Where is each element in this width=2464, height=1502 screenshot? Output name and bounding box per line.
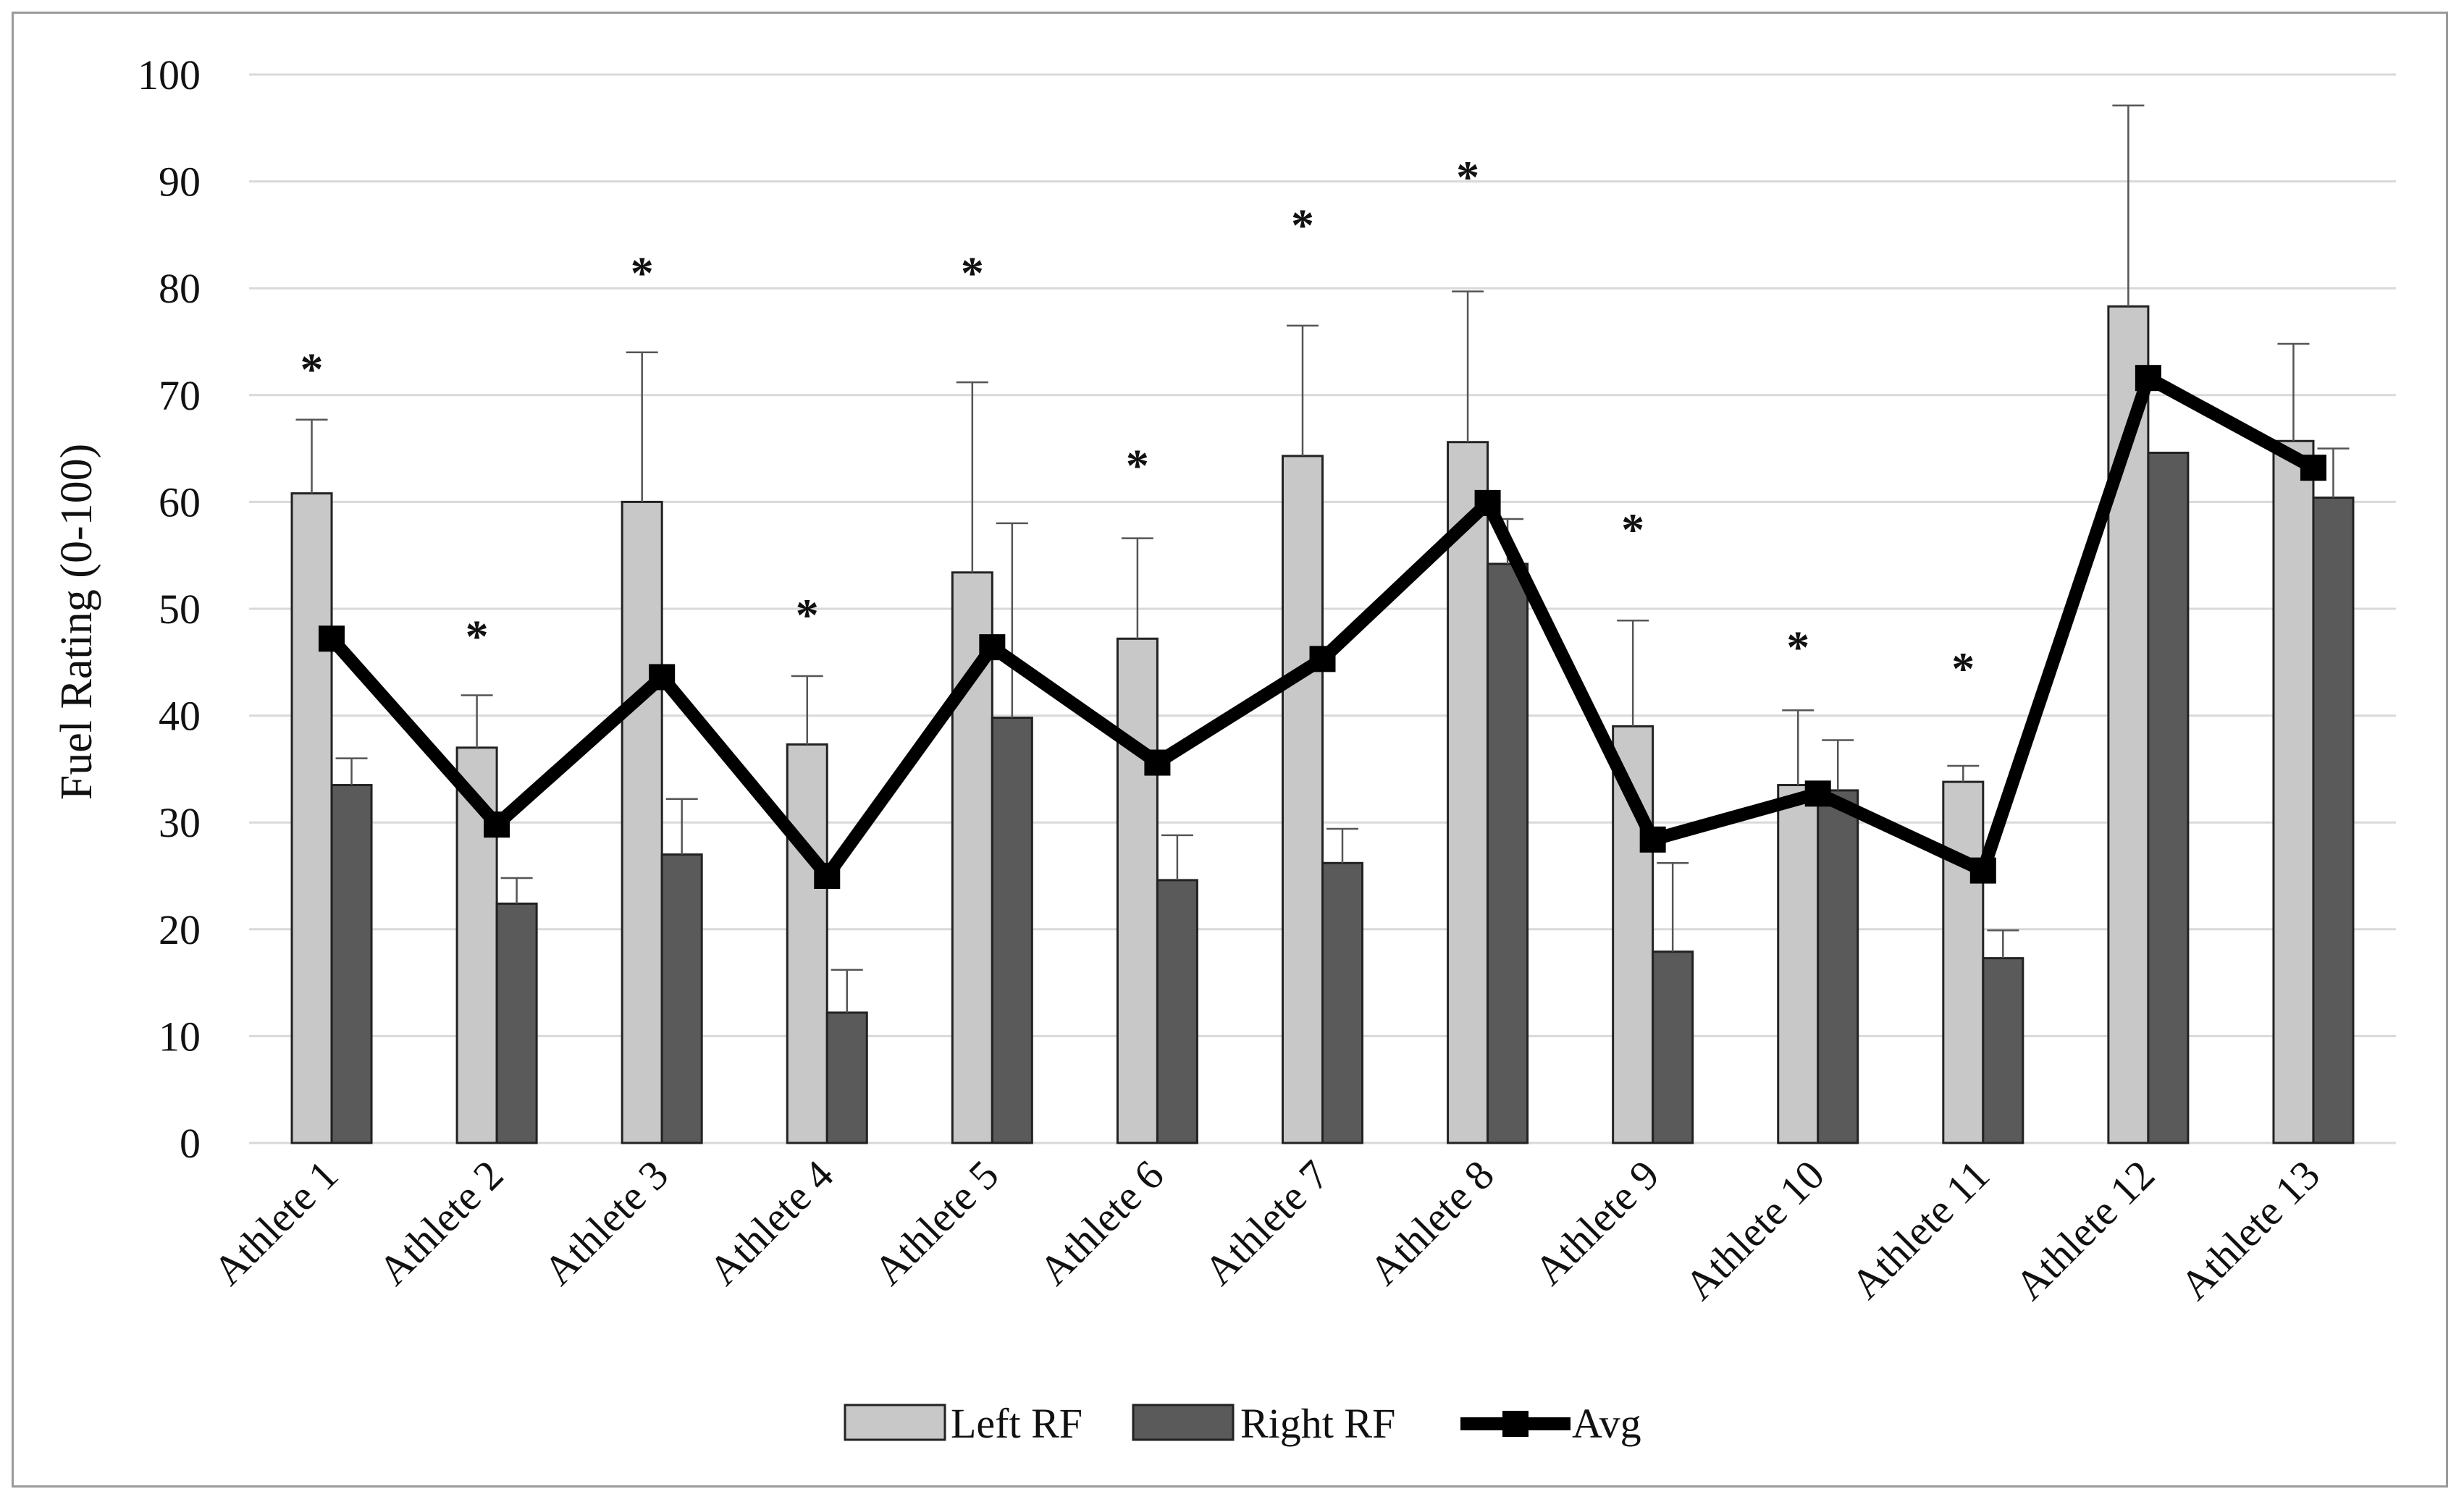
- chart-svg: * * * * * * * * * * * 0 10 20 30 40 50 60 70 80 90 100 Athle…: [52, 51, 2396, 1447]
- avg-point: [2300, 455, 2326, 481]
- avg-point: [319, 625, 345, 652]
- right-rf-bar: [1652, 950, 1694, 1144]
- left-rf-bar: [1116, 637, 1159, 1144]
- right-rf-bar: [825, 1011, 868, 1144]
- legend-item-right-rf: Right RF: [1132, 1400, 1395, 1447]
- avg-point: [1309, 646, 1336, 672]
- y-axis-title: Fuel Rating (0-100): [52, 444, 101, 801]
- legend-item-left-rf: Left RF: [844, 1400, 1082, 1447]
- right-rf-bar: [1156, 879, 1198, 1144]
- significance-star: *: [1126, 439, 1149, 491]
- legend-marker-avg: [1502, 1411, 1529, 1437]
- avg-line: [319, 365, 2326, 889]
- y-tick-label: 100: [138, 51, 201, 98]
- significance-star: *: [1621, 504, 1644, 555]
- x-tick-label: Athlete 3: [534, 1151, 677, 1294]
- y-tick-label: 90: [159, 159, 201, 206]
- left-rf-bar: [1447, 441, 1489, 1144]
- x-tick-label: Athlete 9: [1525, 1151, 1668, 1294]
- x-tick-label: Athlete 4: [699, 1151, 842, 1294]
- x-tick-label: Athlete 6: [1030, 1151, 1172, 1294]
- right-rf-bar: [991, 717, 1033, 1144]
- right-rf-bar: [1487, 562, 1529, 1144]
- avg-point: [979, 634, 1006, 661]
- legend-item-avg: Avg: [1460, 1400, 1641, 1447]
- significance-star: *: [466, 611, 489, 662]
- left-rf-bar: [786, 743, 828, 1144]
- avg-point: [1474, 489, 1501, 516]
- avg-point: [1144, 749, 1171, 776]
- x-tick-label: Athlete 12: [2006, 1151, 2164, 1309]
- left-rf-bar: [290, 492, 333, 1144]
- right-rf-bar: [1321, 861, 1363, 1144]
- y-tick-label: 70: [159, 372, 201, 419]
- x-tick-labels: Athlete 1 Athlete 2 Athlete 3 Athlete 4 Athl…: [204, 1151, 2329, 1309]
- x-tick-label: Athlete 1: [204, 1151, 347, 1294]
- right-rf-bar: [1982, 957, 2024, 1144]
- right-rf-bar: [2147, 452, 2190, 1144]
- y-tick-label: 50: [159, 586, 201, 633]
- legend-label-avg: Avg: [1572, 1400, 1641, 1447]
- legend-label-right-rf: Right RF: [1240, 1400, 1395, 1447]
- left-rf-bar: [1282, 455, 1324, 1144]
- avg-point: [1969, 857, 1996, 884]
- significance-star: *: [1456, 151, 1479, 203]
- left-rf-bar: [621, 500, 663, 1144]
- y-tick-label: 60: [159, 478, 201, 526]
- significance-star: *: [796, 589, 819, 641]
- x-tick-label: Athlete 13: [2171, 1151, 2329, 1309]
- avg-point: [1639, 826, 1666, 853]
- x-tick-label: Athlete 10: [1675, 1151, 1833, 1309]
- x-tick-label: Athlete 2: [369, 1151, 512, 1294]
- significance-star: *: [961, 248, 984, 299]
- legend-swatch-left-rf: [844, 1404, 946, 1441]
- chart-frame: * * * * * * * * * * * 0 10 20 30 40 50 60 70 80 90 100 Athle…: [12, 12, 2448, 1488]
- legend-label-left-rf: Left RF: [951, 1400, 1082, 1447]
- y-tick-label: 0: [180, 1120, 201, 1167]
- right-rf-bar: [660, 853, 703, 1144]
- y-tick-label: 20: [159, 906, 201, 953]
- legend: Left RF Right RF Avg: [844, 1400, 1641, 1447]
- right-rf-bar: [2312, 496, 2355, 1144]
- left-rf-bar: [2272, 439, 2315, 1144]
- y-tick-label: 40: [159, 693, 201, 740]
- y-tick-label: 80: [159, 265, 201, 312]
- right-rf-bar: [495, 902, 538, 1144]
- significance-star: *: [1291, 199, 1314, 250]
- x-tick-label: Athlete 7: [1195, 1151, 1337, 1294]
- error-bars: [295, 104, 2350, 1013]
- avg-point: [484, 811, 510, 838]
- avg-point: [649, 664, 676, 691]
- significance-star: *: [1951, 643, 1975, 694]
- significance-star: *: [300, 344, 324, 395]
- significance-star: *: [631, 248, 654, 299]
- left-rf-bar: [1942, 780, 1985, 1144]
- avg-point: [2135, 365, 2161, 392]
- significance-markers: * * * * * * * * * * *: [300, 151, 1975, 694]
- y-tick-label: 30: [159, 799, 201, 846]
- y-tick-labels: 0 10 20 30 40 50 60 70 80 90 100: [138, 51, 201, 1167]
- right-rf-bar: [1817, 789, 1859, 1144]
- left-rf-bar: [1777, 784, 1820, 1144]
- y-tick-label: 10: [159, 1013, 201, 1060]
- x-tick-label: Athlete 8: [1360, 1151, 1502, 1294]
- avg-point: [814, 863, 841, 889]
- x-tick-label: Athlete 11: [1842, 1151, 1998, 1307]
- right-rf-bar: [330, 784, 373, 1144]
- legend-swatch-right-rf: [1132, 1404, 1235, 1441]
- avg-point: [1804, 780, 1831, 807]
- significance-star: *: [1786, 621, 1809, 672]
- x-tick-label: Athlete 5: [865, 1151, 1007, 1294]
